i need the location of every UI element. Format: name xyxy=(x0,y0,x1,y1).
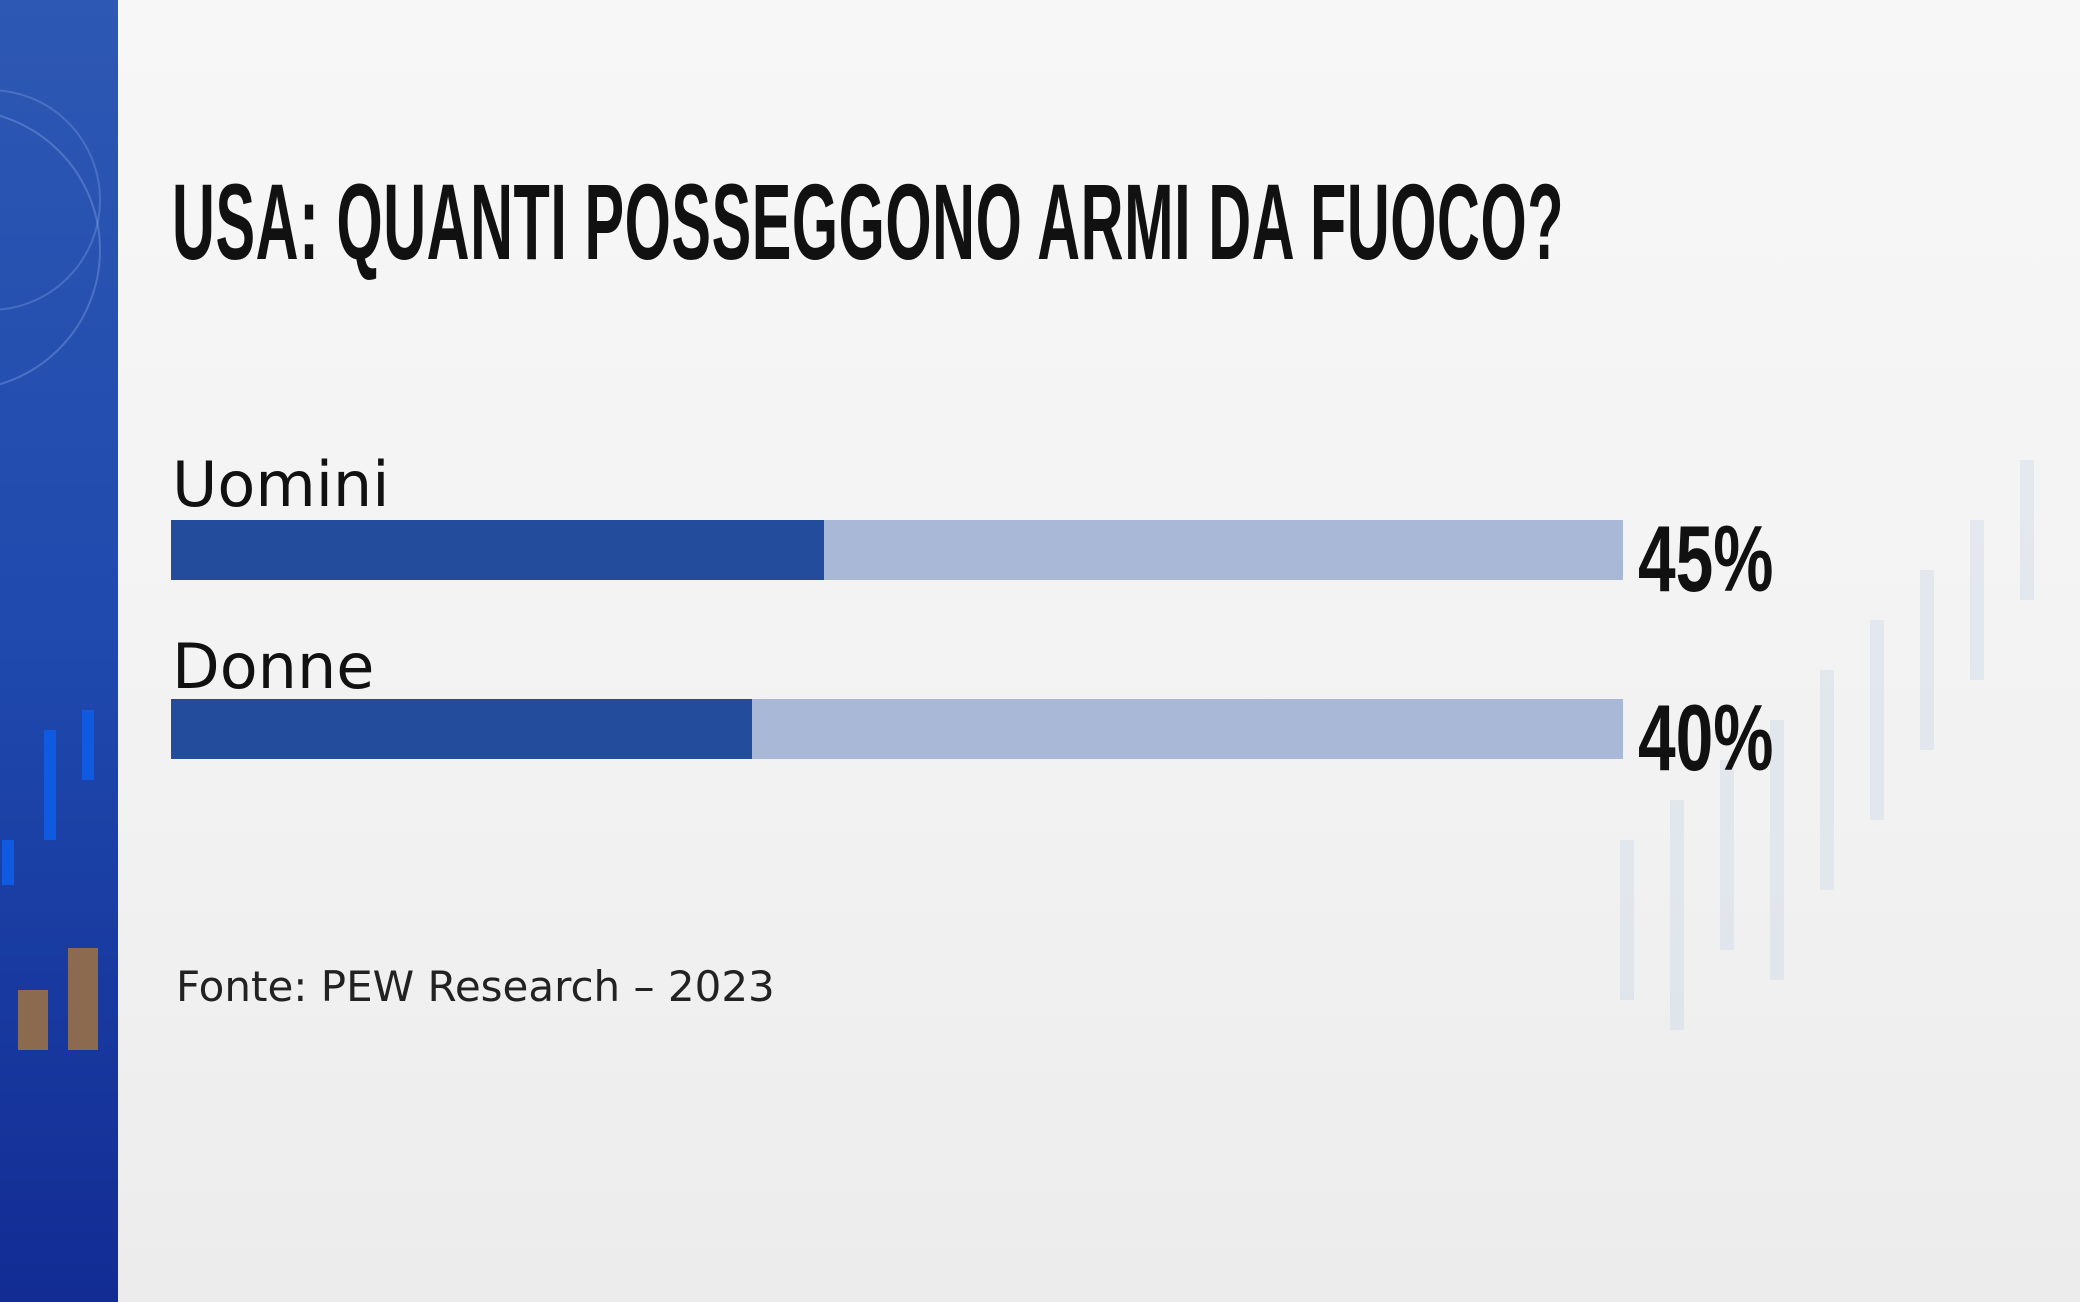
data-label: 45% xyxy=(1638,506,1774,611)
bar-track xyxy=(171,699,1623,759)
chart-title: USA: QUANTI POSSEGGONO ARMI DA FUOCO? xyxy=(172,161,1565,282)
bar-track xyxy=(171,520,1623,580)
category-label: Donne xyxy=(172,630,375,703)
data-label: 40% xyxy=(1638,685,1774,790)
background-candlestick-decoration xyxy=(1620,460,2034,1030)
category-label: Uomini xyxy=(172,448,390,521)
side-decoration-strip xyxy=(0,0,118,1302)
bar xyxy=(171,520,825,580)
bar xyxy=(171,699,752,759)
decorative-chart-graphic xyxy=(0,89,101,1050)
source-note: Fonte: PEW Research – 2023 xyxy=(176,962,775,1011)
